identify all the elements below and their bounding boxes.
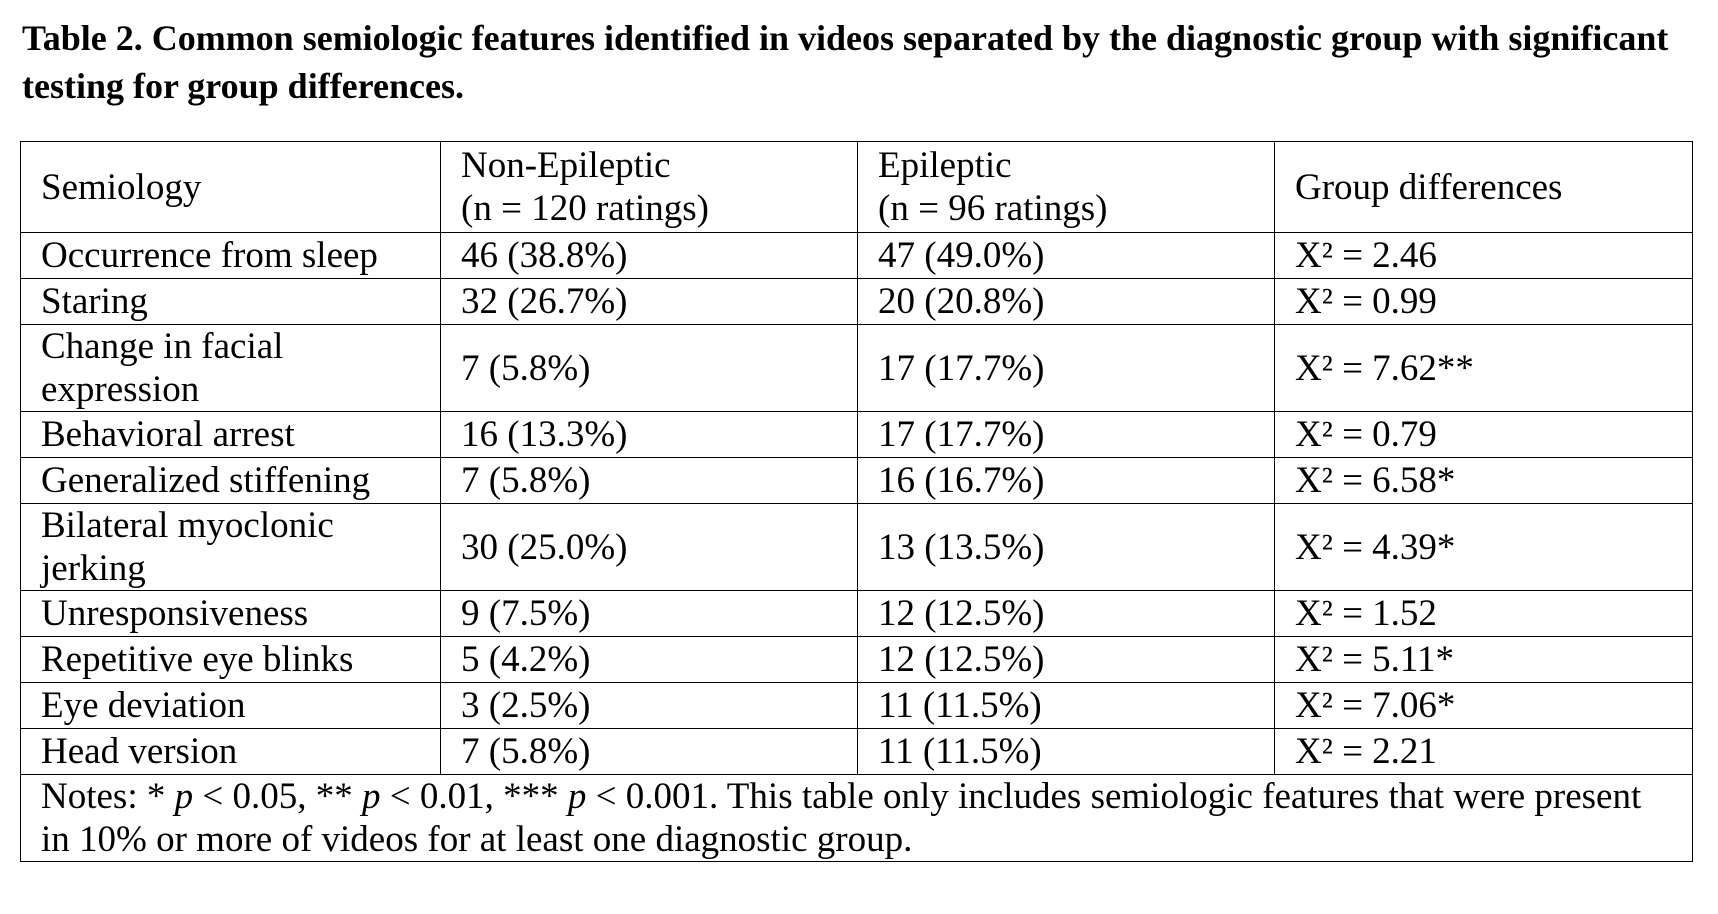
cell: X² = 2.21 [1274, 728, 1693, 775]
cell: 17 (17.7%) [857, 324, 1275, 412]
header-row: Semiology Non-Epileptic (n = 120 ratings)… [20, 141, 1693, 233]
header-cell: Semiology [20, 141, 441, 233]
cell: 13 (13.5%) [857, 503, 1275, 591]
table-title: Table 2. Common semiologic features iden… [22, 18, 1669, 106]
table-row: Occurrence from sleep 46 (38.8%) 47 (49.0%… [20, 232, 1693, 279]
cell: 9 (7.5%) [440, 590, 858, 637]
row-label: Behavioral arrest [20, 411, 441, 458]
cell: 47 (49.0%) [857, 232, 1275, 279]
cell: 46 (38.8%) [440, 232, 858, 279]
row-label: Repetitive eye blinks [20, 636, 441, 683]
row-label: Head version [20, 728, 441, 775]
notes-text: < 0.05, ** [193, 776, 362, 817]
notes-row: Notes: * p < 0.05, ** p < 0.01, *** p < … [20, 774, 1693, 862]
cell: X² = 4.39* [1274, 503, 1693, 591]
cell: 20 (20.8%) [857, 278, 1275, 325]
cell: 3 (2.5%) [440, 682, 858, 729]
header-cell: Group differences [1274, 141, 1693, 233]
cell: X² = 7.06* [1274, 682, 1693, 729]
row-label: Unresponsiveness [20, 590, 441, 637]
cell: 16 (13.3%) [440, 411, 858, 458]
table-row: Generalized stiffening 7 (5.8%) 16 (16.7%)… [20, 457, 1693, 504]
notes-text: Notes: * [41, 776, 175, 817]
notes: Notes: * p < 0.05, ** p < 0.01, *** p < … [20, 774, 1693, 862]
cell: X² = 0.99 [1274, 278, 1693, 325]
cell: X² = 0.79 [1274, 411, 1693, 458]
header-cell: Non-Epileptic (n = 120 ratings) [440, 141, 858, 233]
table-row: Eye deviation 3 (2.5%) 11 (11.5%) X² = 7.06… [20, 682, 1693, 729]
cell: 16 (16.7%) [857, 457, 1275, 504]
cell: X² = 5.11* [1274, 636, 1693, 683]
row-label: Staring [20, 278, 441, 325]
row-label: Occurrence from sleep [20, 232, 441, 279]
table-row: Change in facial expression 7 (5.8%) 17 (1… [20, 324, 1693, 412]
row-label: Generalized stiffening [20, 457, 441, 504]
row-label: Eye deviation [20, 682, 441, 729]
notes-text: p [174, 776, 194, 817]
cell: 12 (12.5%) [857, 636, 1275, 683]
notes-text: p [361, 776, 381, 817]
cell: X² = 2.46 [1274, 232, 1693, 279]
notes-text: < 0.001. This table only includes semiol… [41, 776, 1642, 860]
table-body: Semiology Non-Epileptic (n = 120 ratings)… [20, 141, 1693, 862]
notes-text: p [567, 776, 587, 817]
cell: X² = 1.52 [1274, 590, 1693, 637]
header-cell: Epileptic (n = 96 ratings) [857, 141, 1275, 233]
cell: 7 (5.8%) [440, 728, 858, 775]
table-row: Behavioral arrest 16 (13.3%) 17 (17.7%) X² … [20, 411, 1693, 458]
table-row: Head version 7 (5.8%) 11 (11.5%) X² = 2.21 [20, 728, 1693, 775]
table-row: Bilateral myoclonic jerking 30 (25.0%) 13 … [20, 503, 1693, 591]
cell: 12 (12.5%) [857, 590, 1275, 637]
cell: 7 (5.8%) [440, 457, 858, 504]
cell: 17 (17.7%) [857, 411, 1275, 458]
cell: X² = 6.58* [1274, 457, 1693, 504]
table-row: Staring 32 (26.7%) 20 (20.8%) X² = 0.99 [20, 278, 1693, 325]
cell: 5 (4.2%) [440, 636, 858, 683]
table-row: Unresponsiveness 9 (7.5%) 12 (12.5%) X² = 1… [20, 590, 1693, 637]
cell: 32 (26.7%) [440, 278, 858, 325]
row-label: Bilateral myoclonic jerking [20, 503, 441, 591]
cell: X² = 7.62** [1274, 324, 1693, 412]
cell: 11 (11.5%) [857, 728, 1275, 775]
cell: 7 (5.8%) [440, 324, 858, 412]
table-row: Repetitive eye blinks 5 (4.2%) 12 (12.5%) X… [20, 636, 1693, 683]
table: Semiology Non-Epileptic (n = 120 ratings)… [20, 141, 1693, 862]
cell: 11 (11.5%) [857, 682, 1275, 729]
cell: 30 (25.0%) [440, 503, 858, 591]
row-label: Change in facial expression [20, 324, 441, 412]
notes-text: < 0.01, *** [380, 776, 568, 817]
